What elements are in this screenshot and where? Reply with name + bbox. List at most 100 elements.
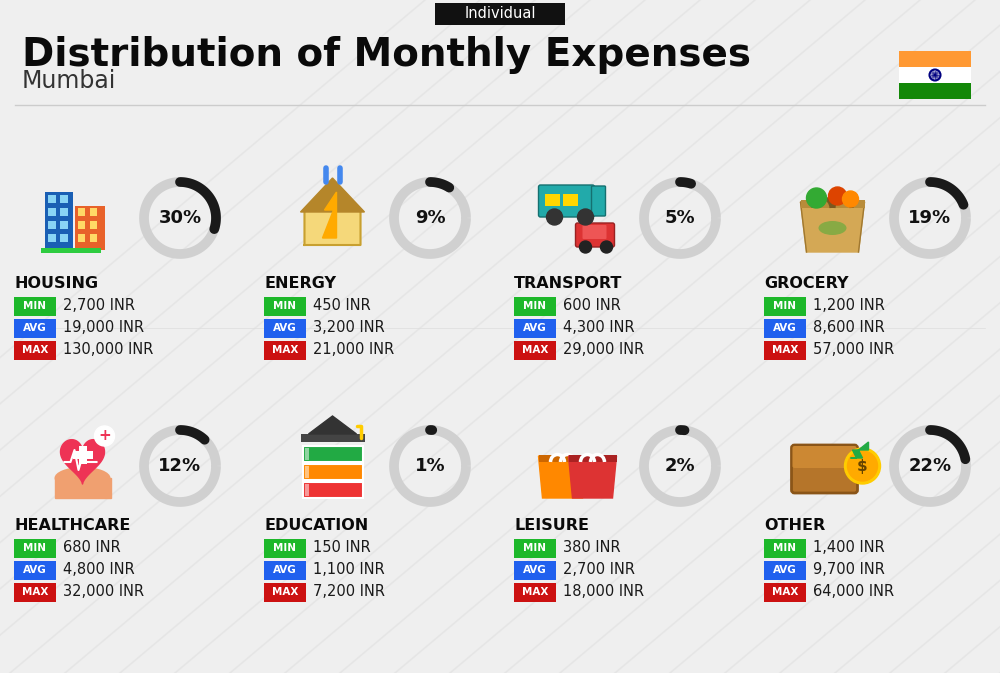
FancyBboxPatch shape	[764, 297, 806, 316]
FancyBboxPatch shape	[764, 583, 806, 602]
Text: 64,000 INR: 64,000 INR	[813, 584, 894, 600]
Text: HOUSING: HOUSING	[14, 275, 98, 291]
FancyBboxPatch shape	[264, 318, 306, 337]
Text: 130,000 INR: 130,000 INR	[63, 343, 153, 357]
Text: HEALTHCARE: HEALTHCARE	[14, 518, 130, 532]
Circle shape	[578, 209, 594, 225]
Circle shape	[848, 451, 878, 481]
Text: LEISURE: LEISURE	[514, 518, 589, 532]
Polygon shape	[538, 456, 586, 498]
FancyBboxPatch shape	[435, 3, 565, 25]
Text: Mumbai: Mumbai	[22, 69, 116, 93]
Text: 380 INR: 380 INR	[563, 540, 621, 555]
Text: MIN: MIN	[774, 543, 796, 553]
Polygon shape	[800, 202, 864, 252]
Text: MAX: MAX	[272, 587, 298, 597]
FancyBboxPatch shape	[514, 297, 556, 316]
FancyBboxPatch shape	[764, 341, 806, 359]
Text: MIN: MIN	[524, 543, 546, 553]
Text: Distribution of Monthly Expenses: Distribution of Monthly Expenses	[22, 36, 751, 74]
FancyBboxPatch shape	[800, 200, 864, 208]
FancyBboxPatch shape	[764, 561, 806, 579]
FancyBboxPatch shape	[568, 455, 616, 462]
FancyBboxPatch shape	[592, 186, 606, 216]
Circle shape	[580, 241, 592, 253]
Circle shape	[828, 187, 846, 205]
FancyBboxPatch shape	[302, 446, 362, 462]
FancyBboxPatch shape	[48, 208, 56, 216]
FancyBboxPatch shape	[60, 234, 68, 242]
FancyBboxPatch shape	[764, 318, 806, 337]
Polygon shape	[300, 178, 364, 212]
FancyBboxPatch shape	[48, 221, 56, 229]
FancyBboxPatch shape	[74, 206, 104, 250]
FancyBboxPatch shape	[792, 446, 856, 468]
Text: 1,200 INR: 1,200 INR	[813, 299, 885, 314]
Text: 19,000 INR: 19,000 INR	[63, 320, 144, 336]
FancyBboxPatch shape	[304, 448, 308, 460]
FancyBboxPatch shape	[538, 185, 594, 217]
FancyBboxPatch shape	[78, 221, 84, 229]
Text: EDUCATION: EDUCATION	[264, 518, 368, 532]
Text: 450 INR: 450 INR	[313, 299, 371, 314]
FancyBboxPatch shape	[562, 194, 578, 206]
Text: ENERGY: ENERGY	[264, 275, 336, 291]
FancyBboxPatch shape	[302, 482, 362, 498]
Text: MAX: MAX	[772, 345, 798, 355]
FancyBboxPatch shape	[264, 297, 306, 316]
Text: 600 INR: 600 INR	[563, 299, 621, 314]
Text: GROCERY: GROCERY	[764, 275, 848, 291]
Polygon shape	[308, 416, 356, 434]
FancyBboxPatch shape	[514, 341, 556, 359]
Text: 150 INR: 150 INR	[313, 540, 371, 555]
FancyBboxPatch shape	[60, 221, 68, 229]
Text: MAX: MAX	[22, 345, 48, 355]
Text: 19%: 19%	[908, 209, 952, 227]
FancyBboxPatch shape	[14, 583, 56, 602]
FancyBboxPatch shape	[40, 248, 100, 253]
Text: MIN: MIN	[274, 543, 296, 553]
Text: AVG: AVG	[773, 565, 797, 575]
Text: MAX: MAX	[772, 587, 798, 597]
Text: 1%: 1%	[415, 457, 445, 475]
FancyBboxPatch shape	[792, 445, 858, 493]
Text: MIN: MIN	[274, 301, 296, 311]
Text: 57,000 INR: 57,000 INR	[813, 343, 894, 357]
Text: 29,000 INR: 29,000 INR	[563, 343, 644, 357]
FancyBboxPatch shape	[48, 195, 56, 203]
Circle shape	[600, 241, 612, 253]
Text: 5%: 5%	[665, 209, 695, 227]
FancyBboxPatch shape	[514, 318, 556, 337]
Text: OTHER: OTHER	[764, 518, 825, 532]
FancyBboxPatch shape	[14, 561, 56, 579]
FancyBboxPatch shape	[514, 538, 556, 557]
FancyBboxPatch shape	[264, 538, 306, 557]
Text: 30%: 30%	[158, 209, 202, 227]
Text: 1,400 INR: 1,400 INR	[813, 540, 885, 555]
Text: MIN: MIN	[524, 301, 546, 311]
Text: MAX: MAX	[522, 345, 548, 355]
FancyBboxPatch shape	[899, 83, 971, 99]
Text: MAX: MAX	[272, 345, 298, 355]
FancyBboxPatch shape	[60, 195, 68, 203]
Text: AVG: AVG	[23, 323, 47, 333]
FancyBboxPatch shape	[899, 51, 971, 67]
Polygon shape	[54, 478, 110, 498]
Ellipse shape	[54, 467, 110, 489]
Polygon shape	[61, 439, 104, 484]
FancyBboxPatch shape	[14, 297, 56, 316]
FancyBboxPatch shape	[90, 221, 96, 229]
FancyBboxPatch shape	[72, 451, 92, 459]
FancyBboxPatch shape	[899, 67, 971, 83]
Text: Individual: Individual	[464, 7, 536, 22]
Text: 32,000 INR: 32,000 INR	[63, 584, 144, 600]
FancyBboxPatch shape	[14, 538, 56, 557]
Text: MAX: MAX	[522, 587, 548, 597]
Text: AVG: AVG	[523, 323, 547, 333]
FancyBboxPatch shape	[514, 583, 556, 602]
Polygon shape	[322, 192, 336, 238]
Text: 2,700 INR: 2,700 INR	[563, 563, 635, 577]
Circle shape	[94, 426, 114, 446]
Text: AVG: AVG	[773, 323, 797, 333]
FancyBboxPatch shape	[544, 194, 560, 206]
